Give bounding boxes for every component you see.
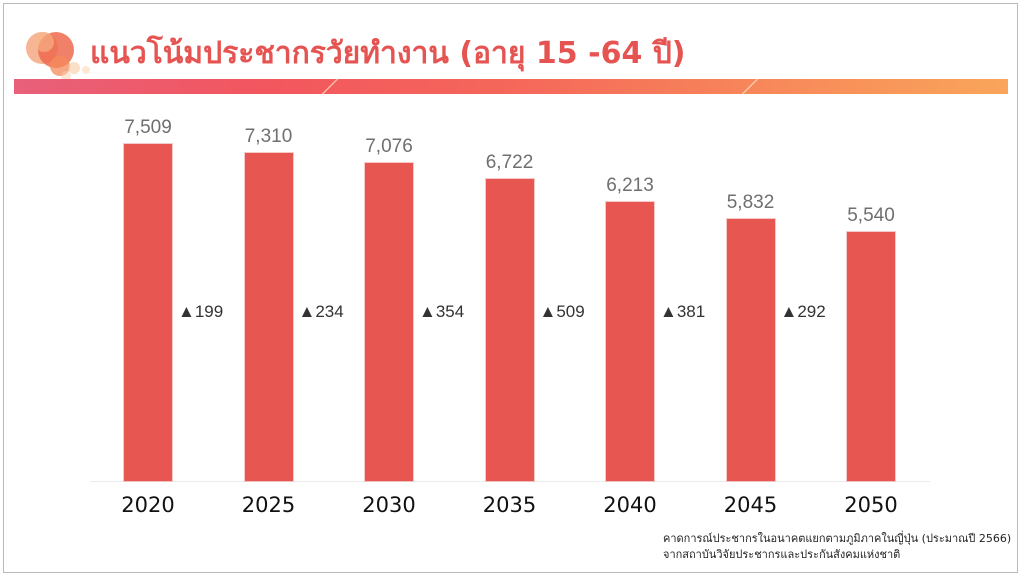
source-line-1: คาดการณ์ประชากรในอนาคตแยกตามภูมิภาคในญี่…	[663, 532, 1012, 545]
decrease-annotation: ▲234	[298, 302, 344, 321]
decrease-annotation: ▲381	[660, 302, 706, 321]
x-tick-label: 2035	[482, 493, 537, 517]
bar-2040	[606, 201, 654, 481]
title-underline-bar	[14, 79, 1008, 94]
x-tick-label: 2050	[844, 493, 898, 517]
decrease-annotation: ▲292	[780, 302, 826, 321]
x-tick-label: 2040	[603, 493, 657, 517]
decorative-circles-icon	[26, 32, 90, 81]
bar-value-label: 7,076	[365, 136, 413, 158]
bar-value-label: 6,213	[606, 174, 654, 196]
decrease-annotation: ▲354	[419, 302, 465, 321]
page-title: แนวโน้มประชากรวัยทำงาน (อายุ 15 -64 ปี)	[90, 36, 686, 71]
x-tick-label: 2045	[723, 493, 778, 517]
decrease-annotation: ▲509	[539, 302, 585, 321]
bar-value-label: 6,722	[485, 152, 534, 174]
x-tick-label: 2020	[121, 493, 175, 517]
bar-value-label: 5,832	[726, 191, 775, 213]
source-note: คาดการณ์ประชากรในอนาคตแยกตามภูมิภาคในญี่…	[663, 531, 1011, 563]
bar-2020	[124, 144, 172, 481]
x-tick-label: 2030	[362, 493, 416, 517]
bar-2025	[244, 152, 293, 481]
bar-2050	[847, 232, 895, 481]
bar-2035	[485, 179, 534, 481]
x-axis-line	[90, 481, 930, 482]
x-tick-label: 2025	[241, 493, 296, 517]
bar-value-label: 7,310	[244, 125, 293, 147]
bar-value-label: 5,540	[847, 205, 895, 226]
bar-2045	[726, 218, 775, 481]
source-line-2: จากสถาบันวิจัยประชากรและประกันสังคมแห่งช…	[663, 548, 901, 561]
bar-2030	[365, 163, 413, 481]
bar-value-label: 7,509	[124, 117, 172, 138]
decrease-annotation: ▲199	[178, 302, 224, 321]
